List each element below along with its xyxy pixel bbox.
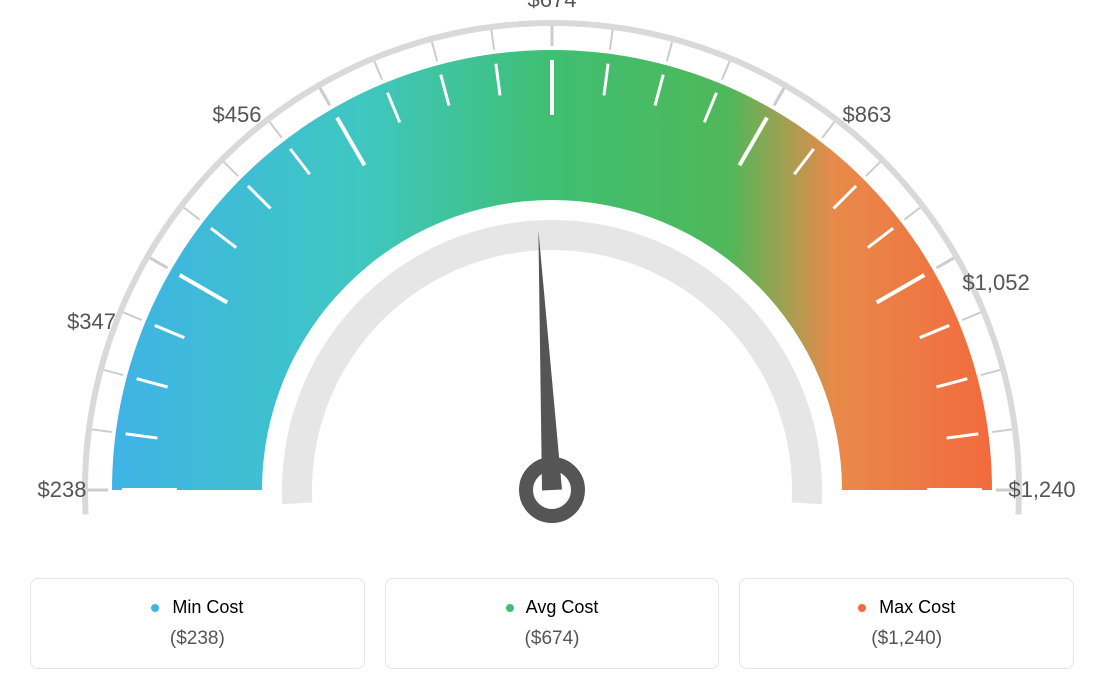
legend-avg-title: Avg Cost [386, 597, 719, 618]
legend-max-title: Max Cost [740, 597, 1073, 618]
scale-label: $238 [38, 477, 87, 503]
legend-min-title: Min Cost [31, 597, 364, 618]
legend-max: Max Cost ($1,240) [739, 578, 1074, 669]
legend-avg-label: Avg Cost [526, 597, 599, 617]
scale-label: $456 [213, 102, 262, 128]
legend-avg-value: ($674) [386, 628, 719, 650]
legend-min-label: Min Cost [172, 597, 243, 617]
legend-avg: Avg Cost ($674) [385, 578, 720, 669]
gauge-svg [0, 0, 1104, 560]
legend-max-value: ($1,240) [740, 628, 1073, 650]
cost-gauge: $238 $347 $456 $674 $863 $1,052 $1,240 [0, 0, 1104, 560]
scale-label: $674 [528, 0, 577, 13]
dot-icon [151, 604, 159, 612]
dot-icon [858, 604, 866, 612]
legend-max-label: Max Cost [879, 597, 955, 617]
legend-min: Min Cost ($238) [30, 578, 365, 669]
scale-label: $347 [67, 309, 116, 335]
legend-min-value: ($238) [31, 628, 364, 650]
legend-row: Min Cost ($238) Avg Cost ($674) Max Cost… [30, 578, 1074, 669]
scale-label: $1,240 [1008, 477, 1075, 503]
scale-label: $1,052 [962, 270, 1029, 296]
dot-icon [506, 604, 514, 612]
scale-label: $863 [842, 102, 891, 128]
